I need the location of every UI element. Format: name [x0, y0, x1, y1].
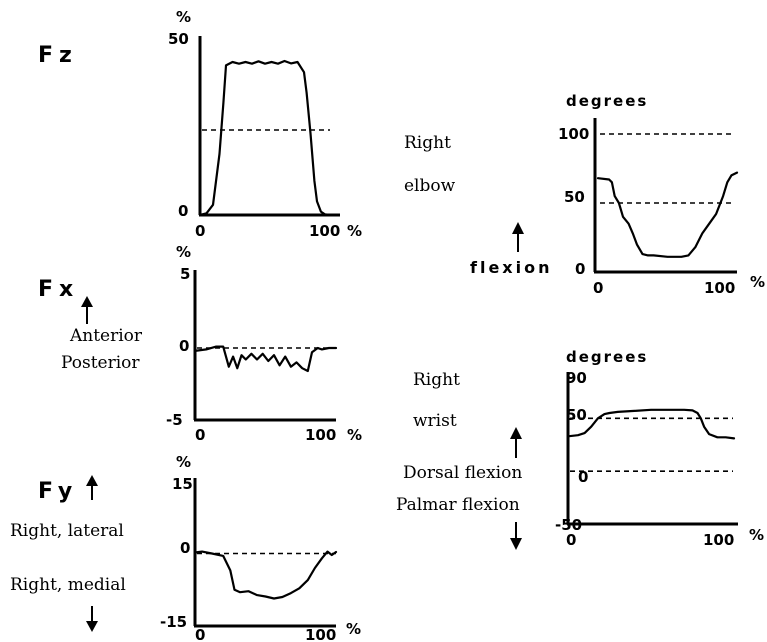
fx-x-tick-end: 100 — [305, 426, 336, 444]
wrist-side-label-right: Right — [413, 370, 460, 390]
elbow-y-tick-bottom: 0 — [575, 260, 585, 278]
wrist-side-label-dorsal: Dorsal flexion — [403, 463, 522, 483]
fz-x-tick-start: 0 — [195, 222, 205, 240]
fy-y-unit: % — [176, 453, 191, 471]
fy-y-tick-top: 15 — [172, 475, 193, 493]
wrist-x-unit: % — [749, 526, 764, 544]
fy-x-tick-end: 100 — [305, 626, 336, 642]
fx-x-unit: % — [347, 426, 362, 444]
fz-x-unit: % — [347, 222, 362, 240]
elbow-up-arrow — [512, 222, 524, 252]
fx-side-label-posterior: Posterior — [61, 353, 140, 373]
fx-y-tick-mid: 0 — [179, 337, 189, 355]
wrist-y-unit: degrees — [566, 348, 648, 366]
fy-x-unit: % — [346, 620, 361, 638]
fy-y-tick-bottom: -15 — [160, 613, 187, 631]
fx-curve — [193, 345, 338, 373]
fy-curve — [193, 550, 338, 600]
elbow-y-unit: degrees — [566, 92, 648, 110]
wrist-panel: Right wrist Dorsal flexion Palmar flexio… — [396, 348, 764, 550]
fx-panel: Fx Anterior Posterior % 5 0 -5 0 100 % — [38, 243, 362, 444]
fz-y-unit: % — [176, 8, 191, 26]
wrist-side-label-wrist: wrist — [413, 411, 457, 431]
elbow-curve — [596, 171, 739, 258]
fx-x-tick-start: 0 — [195, 426, 205, 444]
fy-up-arrow — [86, 475, 98, 500]
fy-x-tick-start: 0 — [195, 626, 205, 642]
elbow-x-tick-start: 0 — [593, 279, 603, 297]
elbow-panel: Right elbow flexion degrees 100 50 0 0 1… — [404, 92, 765, 297]
elbow-side-label-right: Right — [404, 133, 451, 153]
elbow-x-tick-end: 100 — [704, 279, 735, 297]
wrist-x-tick-start: 0 — [566, 531, 576, 549]
fx-up-arrow — [81, 296, 93, 324]
fy-panel-label: Fy — [38, 479, 78, 504]
wrist-x-tick-end: 100 — [703, 531, 734, 549]
elbow-y-tick-mid: 50 — [564, 188, 585, 206]
fy-down-arrow — [86, 606, 98, 632]
elbow-side-label-flexion: flexion — [470, 258, 552, 277]
fy-y-tick-mid: 0 — [180, 539, 190, 557]
wrist-side-label-palmar: Palmar flexion — [396, 495, 520, 515]
fy-side-label-medial: Right, medial — [10, 575, 126, 595]
fx-panel-label: Fx — [38, 277, 79, 302]
wrist-curve — [566, 408, 736, 440]
fz-y-tick-top: 50 — [168, 30, 189, 48]
wrist-up-arrow — [510, 427, 522, 458]
fx-side-label-anterior: Anterior — [69, 326, 143, 346]
wrist-y-tick-90: 90 — [566, 369, 587, 387]
fz-y-tick-bottom: 0 — [178, 202, 188, 220]
fx-y-tick-bottom: -5 — [166, 411, 183, 429]
fz-panel: Fz % 50 0 0 100 % — [38, 8, 362, 240]
wrist-y-tick-50: 50 — [566, 406, 587, 424]
fy-side-label-lateral: Right, lateral — [10, 521, 124, 541]
fz-curve — [198, 59, 332, 217]
elbow-side-label-elbow: elbow — [404, 176, 456, 196]
fz-x-tick-end: 100 — [309, 222, 340, 240]
fx-y-tick-top: 5 — [180, 265, 190, 283]
wrist-y-tick-0: 0 — [578, 468, 588, 486]
elbow-y-tick-top: 100 — [558, 125, 589, 143]
fx-y-unit: % — [176, 243, 191, 261]
fy-panel: Fy Right, lateral Right, medial % 15 0 -… — [10, 453, 361, 642]
fz-panel-label: Fz — [38, 43, 78, 68]
elbow-x-unit: % — [750, 273, 765, 291]
wrist-down-arrow — [510, 522, 522, 550]
